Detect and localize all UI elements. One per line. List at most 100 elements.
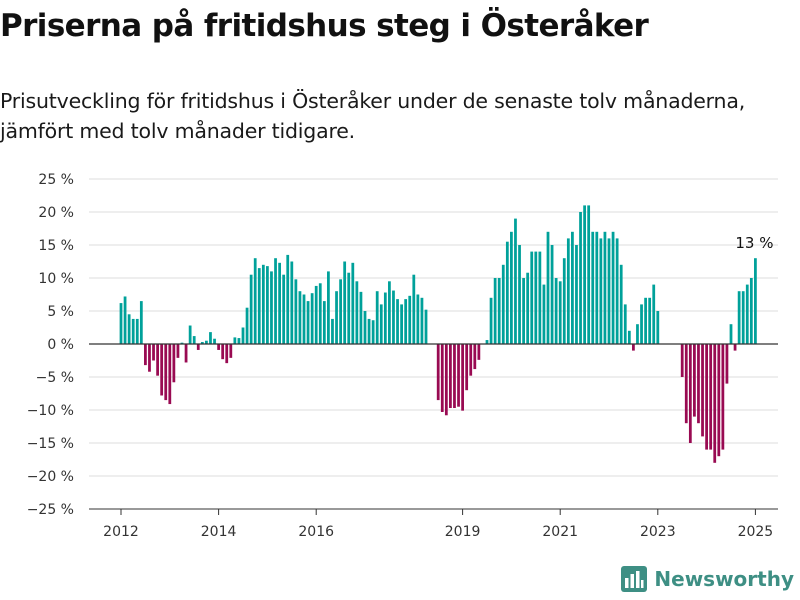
bar-positive	[562, 258, 566, 344]
bar-positive	[139, 301, 143, 344]
bar-negative	[477, 344, 481, 360]
bar-positive	[591, 231, 595, 344]
bar-positive	[636, 324, 639, 344]
bar-positive	[237, 338, 241, 344]
bar-positive	[314, 285, 318, 344]
x-tick-label: 2012	[103, 524, 139, 540]
bar-positive	[534, 251, 538, 344]
bar-positive	[335, 291, 338, 344]
bar-positive	[729, 324, 733, 344]
bar-positive	[550, 245, 554, 344]
y-tick-label: 0 %	[47, 337, 74, 353]
bar-negative	[721, 344, 725, 450]
bar-positive	[420, 297, 424, 344]
bar-positive	[306, 301, 310, 344]
bar-positive	[416, 294, 420, 344]
bar-positive	[652, 284, 656, 344]
bar-positive	[640, 304, 643, 344]
bar-positive	[135, 318, 139, 344]
y-tick-label: −10 %	[27, 403, 74, 419]
bar-negative	[225, 344, 229, 364]
bar-positive	[213, 338, 216, 344]
bar-positive	[501, 264, 505, 344]
bar-positive	[383, 292, 387, 344]
bar-positive	[754, 258, 757, 344]
last-value-label: 13 %	[735, 234, 773, 252]
bar-positive	[737, 291, 741, 344]
y-tick-label: −5 %	[36, 370, 74, 386]
bar-positive	[656, 311, 660, 344]
bar-positive	[363, 311, 367, 344]
bar-positive	[351, 262, 355, 344]
bar-negative	[693, 344, 696, 417]
y-tick-label: 20 %	[38, 205, 74, 221]
bar-positive	[200, 342, 204, 344]
bar-positive	[367, 318, 371, 344]
bar-positive	[408, 295, 412, 344]
bar-positive	[339, 279, 342, 344]
x-tick-label: 2014	[201, 524, 237, 540]
bar-positive	[294, 279, 298, 344]
bar-positive	[749, 278, 753, 344]
bar-positive	[396, 299, 399, 344]
bar-negative	[148, 344, 151, 372]
bar-positive	[603, 231, 607, 344]
bar-negative	[632, 344, 635, 351]
bar-positive	[241, 327, 245, 344]
bar-positive	[505, 241, 509, 344]
brand-logo: Newsworthy	[621, 566, 794, 592]
bar-negative	[184, 344, 188, 363]
y-tick-label: −25 %	[27, 502, 74, 518]
bar-positive	[741, 291, 745, 344]
bar-positive	[595, 231, 599, 344]
x-tick-label: 2021	[542, 524, 578, 540]
bar-positive	[318, 283, 322, 344]
bar-positive	[274, 258, 277, 344]
bar-positive	[566, 238, 570, 344]
bar-positive	[575, 245, 578, 344]
bar-positive	[424, 309, 428, 344]
bar-positive	[583, 205, 586, 344]
bar-negative	[168, 344, 172, 405]
bar-positive	[282, 274, 286, 344]
bar-positive	[180, 342, 184, 344]
bar-negative	[152, 344, 155, 361]
bar-negative	[164, 344, 168, 401]
bar-positive	[205, 340, 208, 344]
bar-positive	[209, 332, 212, 344]
bar-positive	[530, 251, 534, 344]
bar-positive	[745, 284, 749, 344]
bar-negative	[725, 344, 729, 384]
x-tick-label: 2023	[640, 524, 676, 540]
bar-positive	[327, 271, 330, 344]
bar-positive	[343, 261, 347, 344]
bar-positive	[249, 274, 253, 344]
bar-positive	[286, 254, 290, 344]
y-tick-label: 10 %	[38, 271, 74, 287]
bar-negative	[144, 344, 147, 366]
bar-negative	[680, 344, 684, 377]
y-tick-label: −20 %	[27, 469, 74, 485]
bar-positive	[119, 303, 123, 344]
bar-positive	[514, 218, 517, 344]
bar-negative	[457, 344, 460, 407]
bar-positive	[627, 330, 631, 344]
bar-positive	[611, 231, 615, 344]
bar-positive	[375, 291, 379, 344]
bar-positive	[518, 245, 521, 344]
x-tick-label: 2016	[298, 524, 334, 540]
bar-positive	[619, 264, 623, 344]
bar-positive	[571, 231, 574, 344]
bar-negative	[461, 344, 464, 411]
y-tick-label: −15 %	[27, 436, 74, 452]
bar-positive	[257, 268, 261, 344]
bar-positive	[599, 238, 603, 344]
bar-negative	[465, 344, 469, 391]
bar-positive	[347, 272, 351, 344]
bar-negative	[156, 344, 159, 376]
bar-negative	[709, 344, 713, 450]
bar-positive	[542, 284, 546, 344]
bar-positive	[615, 238, 619, 344]
bar-negative	[221, 344, 225, 360]
bar-negative	[717, 344, 721, 457]
